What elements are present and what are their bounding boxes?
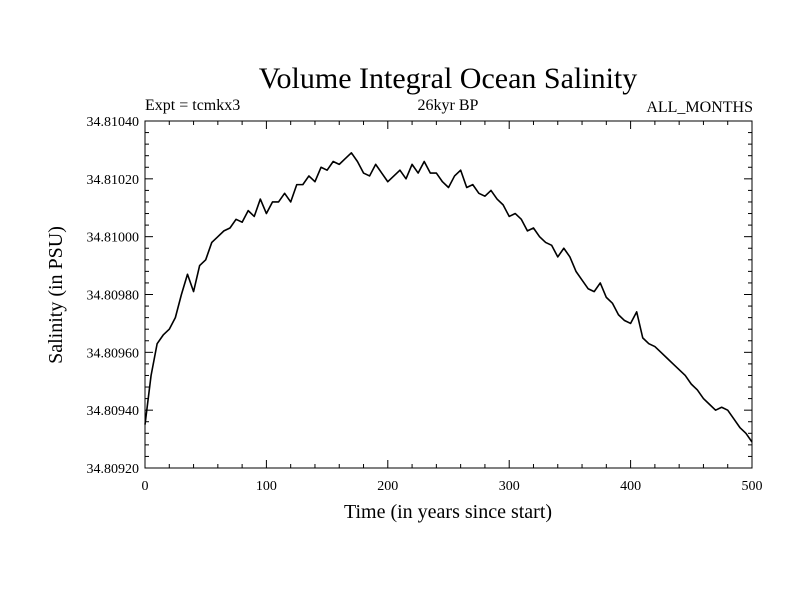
- period-label: 26kyr BP: [418, 97, 479, 114]
- y-tick-label: 34.80920: [87, 462, 140, 477]
- x-tick-label: 500: [742, 479, 763, 494]
- y-tick-label: 34.81020: [87, 173, 140, 188]
- x-tick-label: 100: [256, 479, 277, 494]
- y-axis-label: Salinity (in PSU): [45, 226, 67, 364]
- months-label: ALL_MONTHS: [646, 99, 753, 116]
- x-tick-label: 300: [499, 479, 520, 494]
- x-tick-label: 400: [620, 479, 641, 494]
- x-axis-label: Time (in years since start): [344, 501, 552, 523]
- salinity-series-line: [144, 152, 753, 443]
- y-tick-label: 34.80960: [87, 346, 140, 361]
- x-tick-label: 0: [142, 479, 149, 494]
- plot-frame: [144, 120, 753, 469]
- y-tick-label: 34.80980: [87, 289, 140, 304]
- experiment-label: Expt = tcmkx3: [145, 97, 240, 114]
- axis-tick-labels: 0 100 200 300 400 500 34.80920 34.80940 34.80960…: [87, 115, 763, 494]
- chart-title: Volume Integral Ocean Salinity: [259, 62, 638, 95]
- y-tick-label: 34.80940: [87, 404, 140, 419]
- x-tick-label: 200: [377, 479, 398, 494]
- y-tick-label: 34.81040: [87, 115, 140, 130]
- axis-ticks: [144, 120, 753, 469]
- y-tick-label: 34.81000: [87, 231, 140, 246]
